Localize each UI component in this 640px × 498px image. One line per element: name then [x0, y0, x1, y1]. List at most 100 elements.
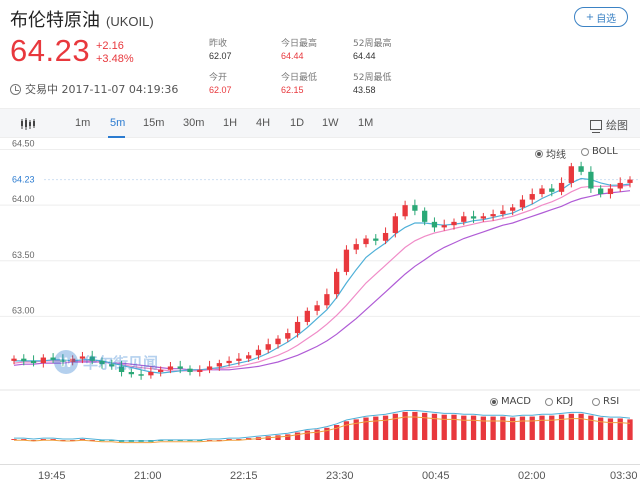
macd-bar: [568, 413, 574, 440]
watermark-text: 华尔街见闻: [83, 353, 159, 372]
macd-bar: [539, 415, 545, 440]
macd-bar: [226, 439, 232, 440]
macd-bar: [549, 415, 555, 440]
macd-bar: [285, 434, 291, 440]
macd-bar: [158, 440, 164, 441]
draw-tool-button[interactable]: 绘图: [590, 117, 628, 133]
current-price-tag: 64.23: [12, 175, 35, 185]
candle-body: [128, 372, 134, 375]
candle-body: [70, 358, 76, 362]
interval-30m[interactable]: 30m: [183, 117, 205, 129]
status-text: 交易中 2017-11-07 04:19:36: [25, 83, 179, 96]
x-tick: 02:00: [518, 470, 546, 482]
interval-1h[interactable]: 1H: [223, 117, 238, 129]
candle-body: [353, 244, 359, 250]
interval-1w[interactable]: 1W: [322, 117, 339, 129]
stat-value: 62.07: [209, 85, 232, 95]
macd-bar: [470, 415, 477, 440]
instrument-name: 布伦特原油: [10, 10, 100, 31]
macd-bar: [627, 419, 633, 440]
stat-52w-high: 52周最高 64.44: [353, 38, 391, 62]
interval-15m[interactable]: 15m: [143, 117, 165, 129]
brand-logo-icon: W: [54, 350, 78, 374]
overlay-boll-option[interactable]: BOLL: [581, 146, 618, 157]
indicator-kdj-option[interactable]: KDJ: [545, 396, 573, 407]
candle-body: [402, 205, 408, 217]
candle-body: [236, 358, 242, 361]
stat-label: 今开: [209, 73, 228, 83]
macd-bar: [490, 416, 496, 440]
macd-bar: [519, 416, 526, 440]
stat-label: 昨收: [209, 39, 228, 49]
stat-open: 今开 62.07: [209, 72, 232, 96]
macd-bar: [373, 416, 379, 440]
interval-1month[interactable]: 1M: [358, 117, 374, 129]
overlay-ma-option[interactable]: 均线: [535, 146, 566, 161]
candle-body: [40, 357, 46, 364]
macd-bar: [402, 411, 408, 440]
drawing-board-icon: [590, 120, 602, 133]
candle-body: [539, 188, 545, 195]
candle-body: [99, 360, 105, 365]
candle-body: [138, 374, 144, 376]
y-tick: 63.50: [12, 250, 35, 260]
macd-bar: [275, 435, 281, 440]
stat-day-low: 今日最低 62.15: [281, 72, 317, 96]
macd-bar: [216, 440, 222, 441]
current-price: 64.23: [10, 33, 91, 68]
macd-dea-line: [14, 416, 631, 444]
candle-body: [206, 366, 213, 370]
instrument-title: 布伦特原油 (UKOIL): [10, 6, 154, 32]
overlay-ma-label: 均线: [546, 150, 566, 161]
candle-body: [451, 221, 457, 226]
macd-bar: [510, 417, 516, 440]
candle-body: [177, 366, 183, 369]
candle-body: [109, 364, 115, 367]
candle-body: [617, 182, 623, 189]
change-value: +2.16: [96, 40, 124, 52]
macd-bar: [588, 415, 594, 440]
interval-4h[interactable]: 4H: [256, 117, 271, 129]
macd-bar: [70, 440, 76, 441]
macd-bar: [529, 416, 535, 440]
candle-body: [627, 179, 633, 183]
candle-body: [490, 214, 496, 217]
macd-bar: [558, 414, 565, 440]
macd-bar: [109, 440, 115, 441]
macd-dif-line: [14, 410, 631, 442]
macd-bar: [578, 413, 584, 440]
x-tick: 00:45: [422, 470, 450, 482]
x-tick: 03:30: [610, 470, 638, 482]
indicator-rsi-option[interactable]: RSI: [592, 396, 619, 407]
clock-icon: [10, 83, 21, 95]
interval-1m[interactable]: 1m: [75, 117, 91, 129]
indicator-rsi-label: RSI: [603, 396, 620, 407]
macd-bar: [382, 415, 389, 440]
add-watchlist-button[interactable]: + 自选: [574, 7, 628, 27]
candle-body: [382, 232, 389, 241]
candle-body: [50, 357, 56, 360]
interval-1d[interactable]: 1D: [290, 117, 305, 129]
draw-label: 绘图: [606, 119, 628, 132]
candle-body: [334, 271, 340, 295]
interval-5m[interactable]: 5m: [110, 117, 126, 129]
candle-body: [21, 358, 27, 361]
macd-bar: [197, 440, 203, 441]
stat-label: 52周最高: [353, 39, 392, 49]
candle-body: [549, 188, 555, 192]
macd-bar: [236, 439, 242, 440]
ma-long-line: [13, 190, 631, 371]
chart-toolbar: 1m 5m 15m 30m 1H 4H 1D 1W 1M 绘图: [0, 108, 640, 138]
indicator-macd-option[interactable]: MACD: [490, 396, 531, 407]
macd-bar: [206, 440, 213, 441]
candle-body: [226, 360, 232, 364]
stat-label: 今日最低: [281, 73, 318, 83]
price-chart[interactable]: 64.50 64.00 63.50 63.00 64.23: [0, 140, 640, 466]
candle-body: [118, 366, 125, 372]
indicator-kdj-label: KDJ: [556, 396, 574, 407]
candle-body: [304, 310, 310, 322]
macd-bar: [363, 417, 369, 440]
candlestick-type-icon[interactable]: [20, 118, 36, 130]
macd-bar: [617, 418, 623, 440]
time-axis: 19:45 21:00 22:15 23:30 00:45 02:00 03:3…: [0, 470, 640, 486]
